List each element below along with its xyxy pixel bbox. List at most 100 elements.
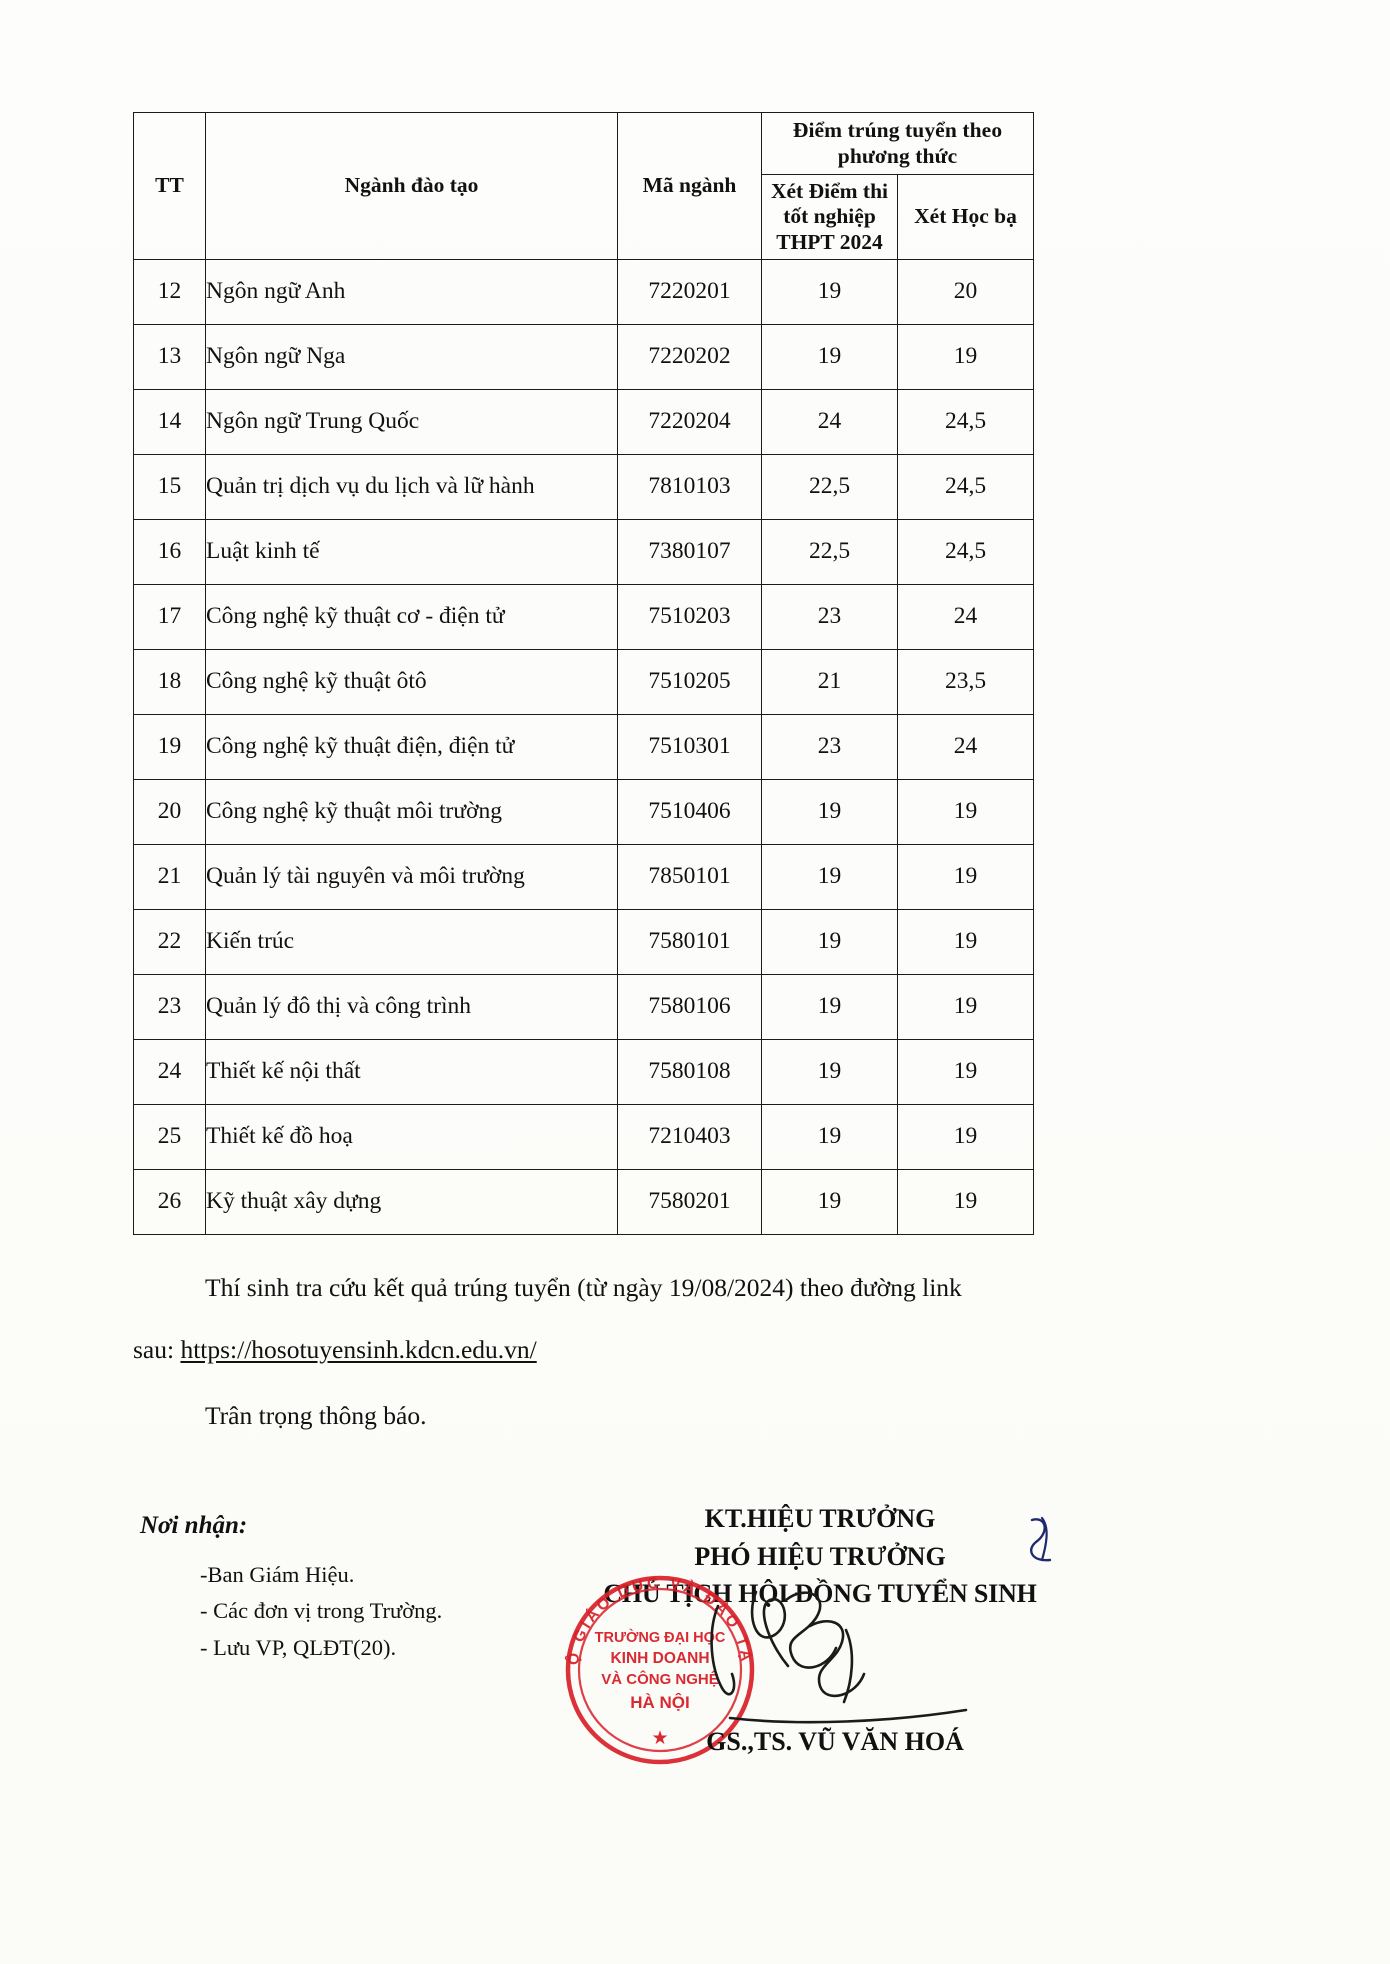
handwritten-initial-mark [1020,1512,1080,1572]
row-index: 15 [133,454,206,521]
header-code: Mã ngành [617,111,762,261]
row-score-thpt: 19 [761,324,898,391]
row-score-hocba: 19 [896,844,1035,911]
row-major-name: Ngôn ngữ Nga [205,324,618,391]
row-major-name: Công nghệ kỹ thuật cơ - điện tử [205,584,618,651]
seal-star: ★ [651,1728,668,1749]
row-major-code: 7220201 [617,259,762,326]
table-header-row-2: Xét Điểm thi tốt nghiệp THPT 2024 Xét Họ… [134,173,1035,261]
recipient-item: -Ban Giám Hiệu. [200,1562,355,1587]
row-index: 17 [133,584,206,651]
row-major-name: Quản lý đô thị và công trình [205,974,618,1041]
table-row: 17 Công nghệ kỹ thuật cơ - điện tử 7510203… [133,584,1035,651]
table-row: 18 Công nghệ kỹ thuật ôtô 7510205 21 23,5 [133,649,1035,716]
row-major-name: Công nghệ kỹ thuật môi trường [205,779,618,846]
row-major-name: Công nghệ kỹ thuật điện, điện tử [205,714,618,781]
header-hocba-score: Xét Học bạ [896,173,1035,261]
row-score-thpt: 24 [761,389,898,456]
seal-line-1: TRƯỜNG ĐẠI HỌC [595,1628,726,1646]
table-row: 12 Ngôn ngữ Anh 7220201 19 20 [133,259,1035,326]
table-row: 14 Ngôn ngữ Trung Quốc 7220204 24 24,5 [133,389,1035,456]
row-index: 16 [133,519,206,586]
table-row: 24 Thiết kế nội thất 7580108 19 19 [133,1039,1035,1106]
row-score-hocba: 24,5 [896,519,1035,586]
row-major-name: Kỹ thuật xây dựng [205,1169,618,1236]
recipient-item: - Lưu VP, QLĐT(20). [200,1634,397,1660]
table-row: 21 Quản lý tài nguyên và môi trường 785010… [133,844,1035,911]
row-score-hocba: 19 [896,324,1035,391]
row-score-thpt: 19 [761,1039,898,1106]
lookup-link-line: sau: https://hosotuyensinh.kdcn.edu.vn/ [133,1334,537,1366]
row-index: 21 [133,844,206,911]
table-row: 20 Công nghệ kỹ thuật môi trường 7510406 19… [133,779,1035,846]
signature-title-block: KT.HIỆU TRƯỞNG PHÓ HIỆU TRƯỞNG CHỦ TỊCH … [560,1500,1080,1613]
row-index: 25 [133,1104,206,1171]
row-score-hocba: 19 [896,974,1035,1041]
row-index: 18 [133,649,206,716]
row-index: 26 [133,1169,206,1236]
row-major-name: Kiến trúc [205,909,618,976]
header-major: Ngành đào tạo [205,111,618,261]
signature-title-line-1: KT.HIỆU TRƯỞNG [704,1504,936,1533]
recipients-heading: Nơi nhận: [140,1512,248,1539]
recipients-list: -Ban Giám Hiệu. - Các đơn vị trong Trường… [200,1557,442,1666]
row-major-code: 7850101 [617,844,762,911]
row-score-thpt: 19 [761,259,898,326]
table-row: 26 Kỹ thuật xây dựng 7580201 19 19 [133,1169,1035,1236]
row-major-code: 7510301 [617,714,762,781]
row-score-thpt: 19 [761,1104,898,1171]
official-seal: BỘ GIÁO DỤC VÀ ĐÀO TẠO TRƯỜNG ĐẠI HỌC KI… [552,1562,768,1778]
row-major-code: 7580106 [617,974,762,1041]
lookup-instruction: Thí sinh tra cứu kết quả trúng tuyển (từ… [205,1273,962,1302]
row-score-thpt: 23 [761,584,898,651]
table-row: 25 Thiết kế đồ hoạ 7210403 19 19 [133,1104,1035,1171]
row-index: 20 [133,779,206,846]
row-major-code: 7220202 [617,324,762,391]
handwritten-signature [660,1570,1020,1760]
row-score-hocba: 24 [896,714,1035,781]
row-score-hocba: 19 [896,1039,1035,1106]
row-index: 24 [133,1039,206,1106]
row-score-hocba: 20 [896,259,1035,326]
row-score-thpt: 19 [761,909,898,976]
row-score-hocba: 24,5 [896,454,1035,521]
row-index: 14 [133,389,206,456]
row-score-thpt: 19 [761,1169,898,1236]
seal-line-3: VÀ CÔNG NGHỆ [601,1670,719,1688]
row-major-name: Quản trị dịch vụ du lịch và lữ hành [205,454,618,521]
header-method-group: Điểm trúng tuyển theo phương thức [760,112,1035,175]
table-head: TT Ngành đào tạo Mã ngành Điểm trúng tuy… [133,111,1035,261]
closing-regards: Trân trọng thông báo. [205,1401,427,1430]
row-score-thpt: 23 [761,714,898,781]
row-major-code: 7510205 [617,649,762,716]
row-score-hocba: 23,5 [896,649,1035,716]
table-row: 13 Ngôn ngữ Nga 7220202 19 19 [133,324,1035,391]
row-score-thpt: 22,5 [761,519,898,586]
row-major-code: 7380107 [617,519,762,586]
score-table-container: TT Ngành đào tạo Mã ngành Điểm trúng tuy… [133,111,1035,1236]
row-index: 12 [133,259,206,326]
row-index: 19 [133,714,206,781]
row-major-name: Thiết kế nội thất [205,1039,618,1106]
table-row: 19 Công nghệ kỹ thuật điện, điện tử 751030… [133,714,1035,781]
row-major-name: Quản lý tài nguyên và môi trường [205,844,618,911]
row-index: 23 [133,974,206,1041]
signer-name: GS.,TS. VŨ VĂN HOÁ [706,1727,964,1756]
row-score-hocba: 24 [896,584,1035,651]
signature-title-line-2: PHÓ HIỆU TRƯỞNG [694,1541,946,1571]
row-score-hocba: 19 [896,1169,1035,1236]
seal-line-4: HÀ NỘI [630,1693,690,1712]
row-major-code: 7580108 [617,1039,762,1106]
row-major-code: 7220204 [617,389,762,456]
table-row: 15 Quản trị dịch vụ du lịch và lữ hành 781… [133,454,1035,521]
row-major-name: Công nghệ kỹ thuật ôtô [205,649,618,716]
table-header-row-1: TT Ngành đào tạo Mã ngành Điểm trúng tuy… [133,111,1035,261]
admission-result-link[interactable]: https://hosotuyensinh.kdcn.edu.vn/ [180,1335,537,1364]
row-score-hocba: 19 [896,909,1035,976]
row-score-hocba: 19 [896,1104,1035,1171]
link-prefix: sau: [133,1335,181,1364]
row-score-thpt: 21 [761,649,898,716]
row-major-code: 7510203 [617,584,762,651]
table-row: 22 Kiến trúc 7580101 19 19 [133,909,1035,976]
table-row: 16 Luật kinh tế 7380107 22,5 24,5 [133,519,1035,586]
